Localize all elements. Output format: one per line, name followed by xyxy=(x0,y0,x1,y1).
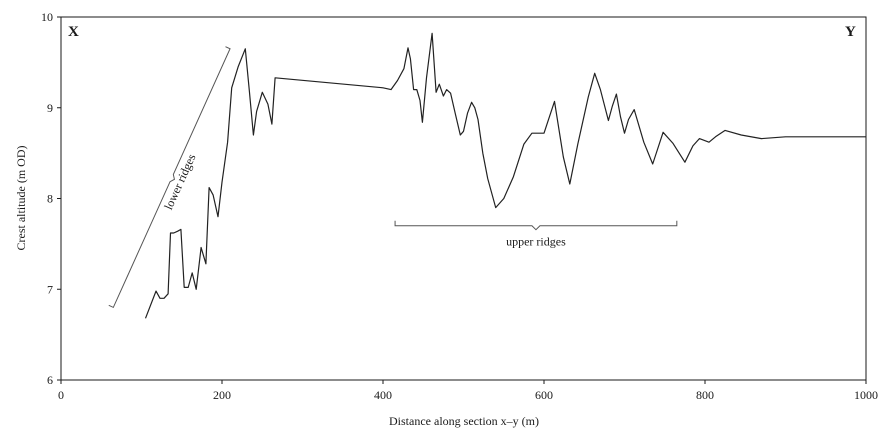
x-tick-label: 0 xyxy=(58,388,64,402)
y-tick-label: 7 xyxy=(47,282,53,296)
annotations xyxy=(108,46,678,309)
x-tick-label: 400 xyxy=(374,388,392,402)
plot-frame xyxy=(60,16,867,381)
annotation-upper-ridges-label: upper ridges xyxy=(506,235,566,249)
y-axis-title: Crest altitude (m OD) xyxy=(14,146,28,251)
y-ticks: 6 7 8 9 10 xyxy=(41,10,61,387)
x-tick-label: 200 xyxy=(213,388,231,402)
lower-ridges-bracket xyxy=(108,46,231,309)
x-ticks: 0 200 400 600 800 1000 xyxy=(58,380,878,402)
corner-label-right: Y xyxy=(845,24,856,40)
y-tick-label: 9 xyxy=(47,101,53,115)
y-tick-label: 6 xyxy=(47,373,53,387)
y-tick-label: 8 xyxy=(47,192,53,206)
x-tick-label: 600 xyxy=(535,388,553,402)
axes xyxy=(60,16,867,381)
series-layer xyxy=(144,32,866,319)
crest-altitude-line xyxy=(144,32,866,319)
x-axis-title: Distance along section x–y (m) xyxy=(389,414,539,428)
corner-label-left: X xyxy=(68,24,79,40)
upper-ridges-brace xyxy=(394,220,678,231)
x-tick-label: 1000 xyxy=(854,388,878,402)
y-tick-label: 10 xyxy=(41,10,53,24)
x-tick-label: 800 xyxy=(696,388,714,402)
